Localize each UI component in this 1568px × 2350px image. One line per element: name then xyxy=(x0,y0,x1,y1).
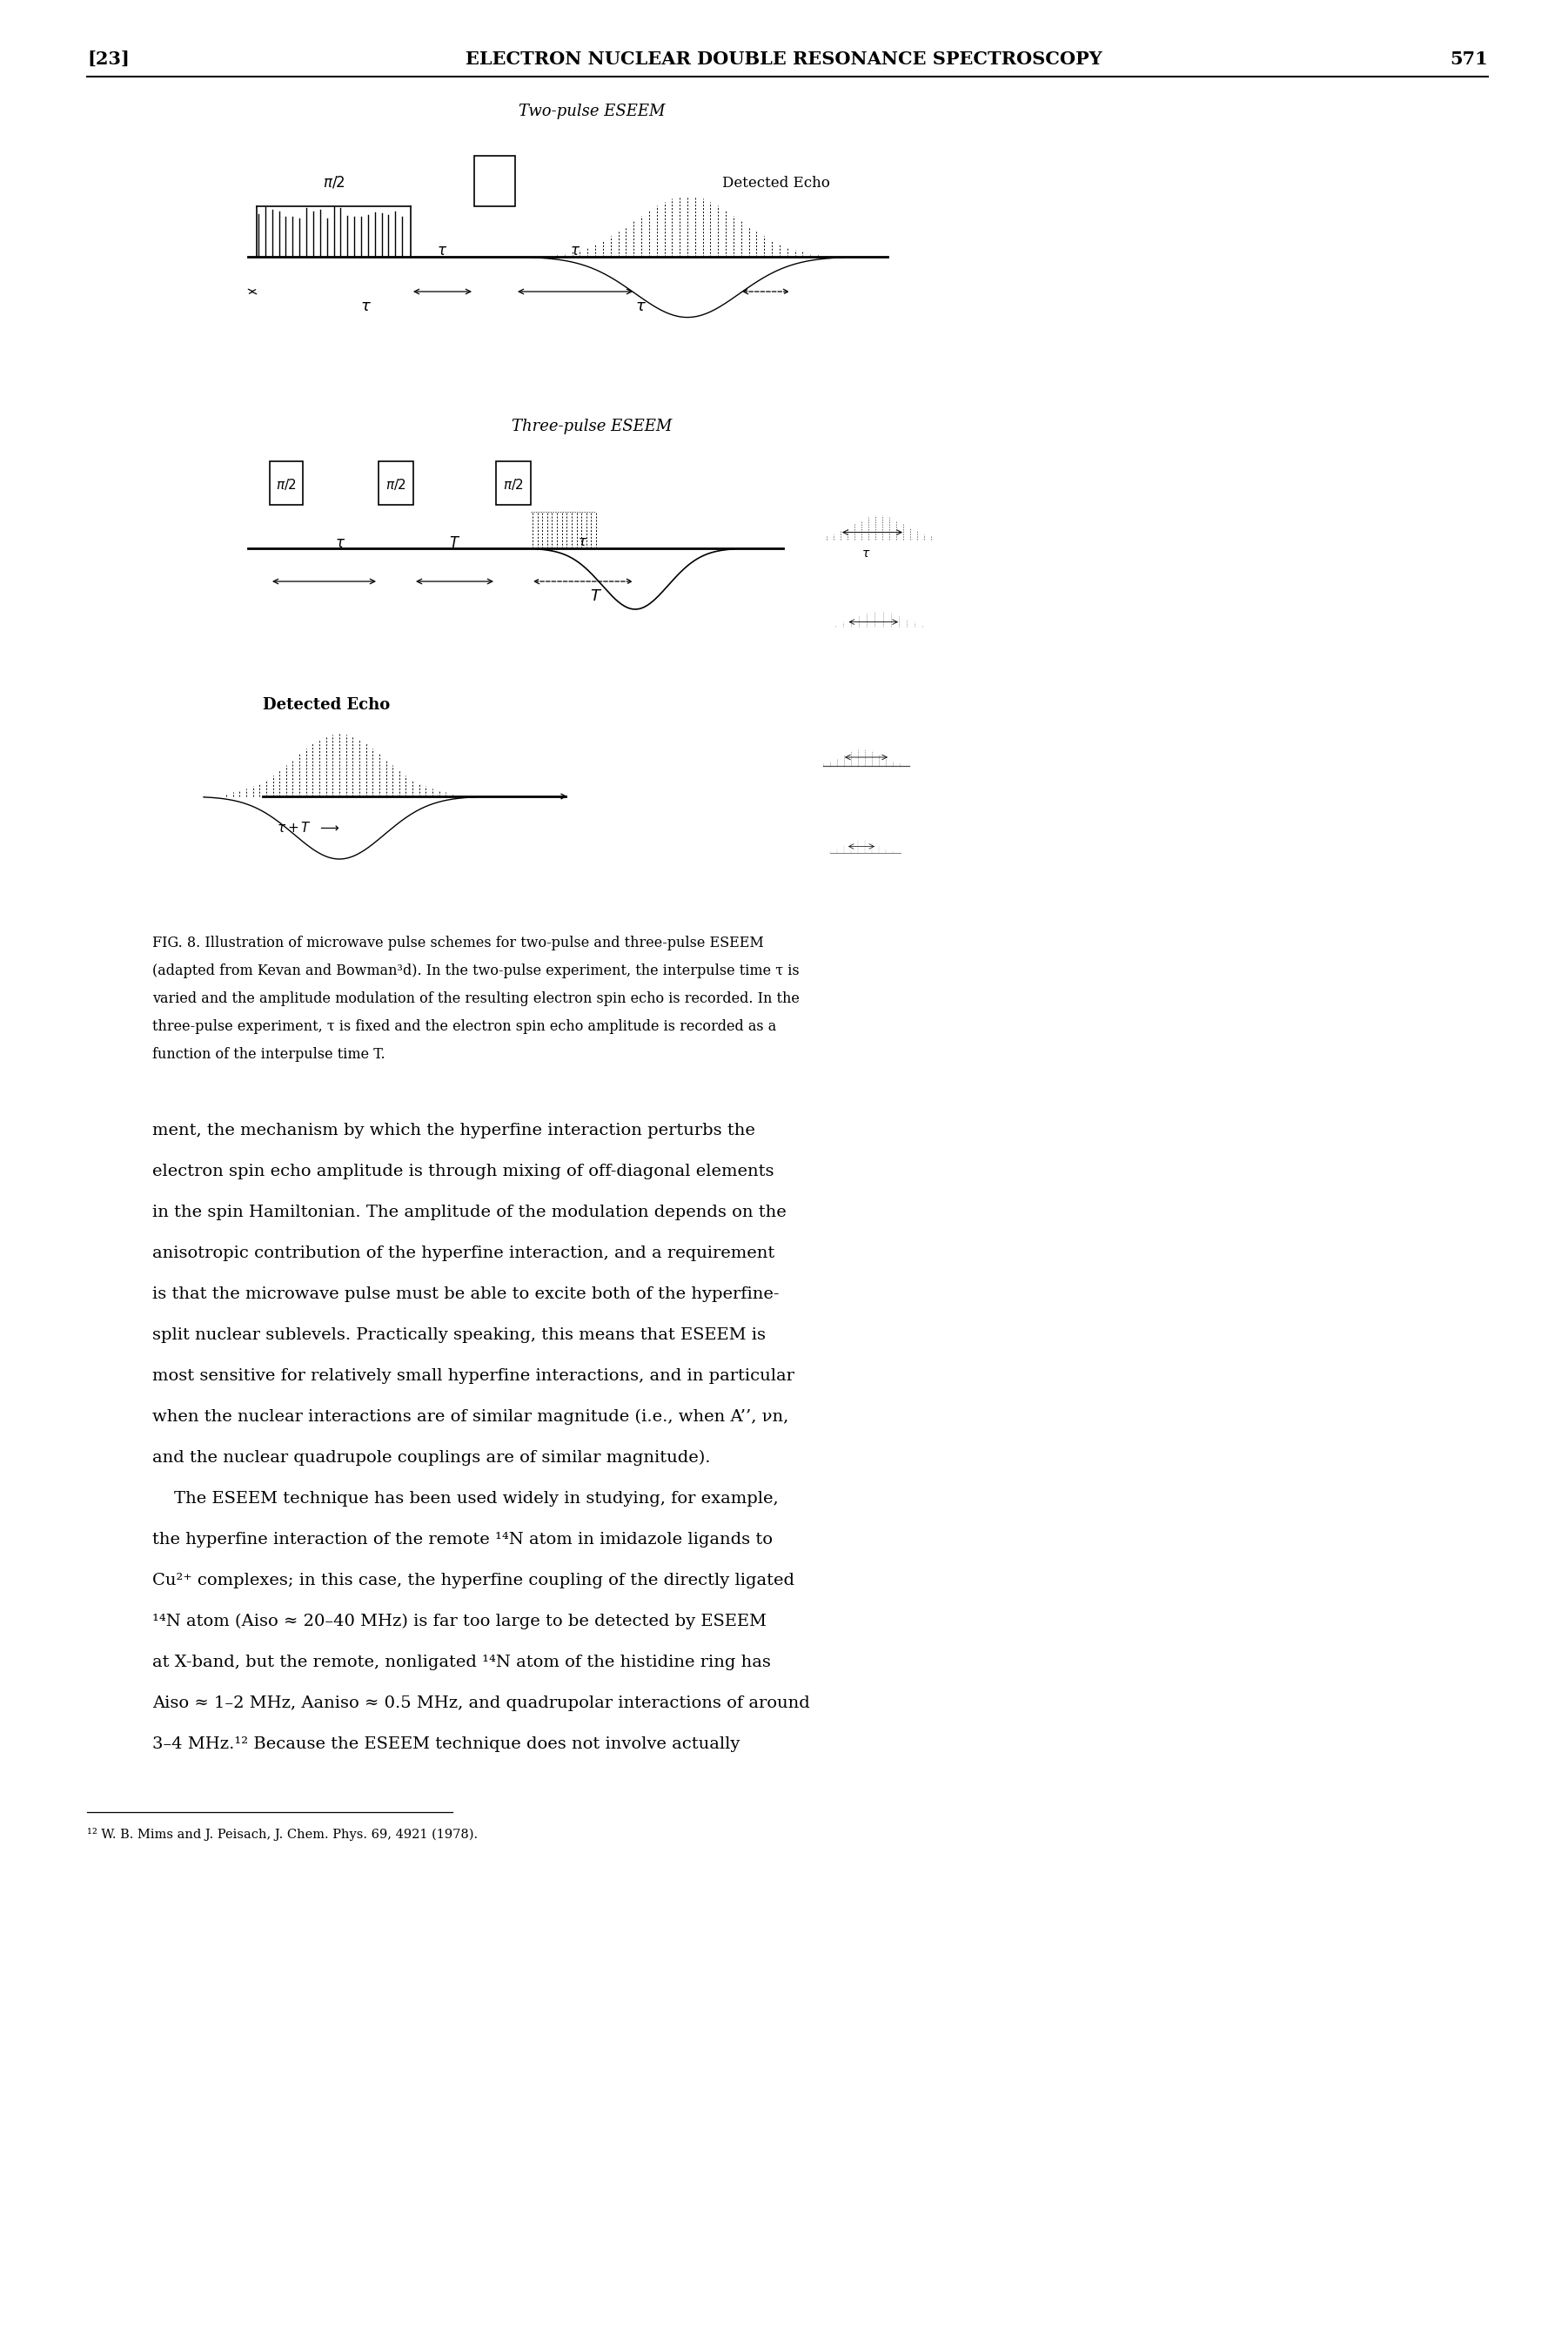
Text: 3–4 MHz.¹² Because the ESEEM technique does not involve actually: 3–4 MHz.¹² Because the ESEEM technique d… xyxy=(152,1737,740,1753)
Text: $\tau$: $\tau$ xyxy=(359,298,372,315)
Text: the hyperfine interaction of the remote ¹⁴N atom in imidazole ligands to: the hyperfine interaction of the remote … xyxy=(152,1532,773,1549)
Text: $\pi/2$: $\pi/2$ xyxy=(503,477,524,491)
Text: ment, the mechanism by which the hyperfine interaction perturbs the: ment, the mechanism by which the hyperfi… xyxy=(152,1123,756,1137)
Text: $T$: $T$ xyxy=(590,588,602,604)
Text: Cu²⁺ complexes; in this case, the hyperfine coupling of the directly ligated: Cu²⁺ complexes; in this case, the hyperf… xyxy=(152,1572,795,1589)
Text: varied and the amplitude modulation of the resulting electron spin echo is recor: varied and the amplitude modulation of t… xyxy=(152,992,800,1006)
Text: ¹² W. B. Mims and J. Peisach, J. Chem. Phys. 69, 4921 (1978).: ¹² W. B. Mims and J. Peisach, J. Chem. P… xyxy=(86,1828,478,1840)
Text: in the spin Hamiltonian. The amplitude of the modulation depends on the: in the spin Hamiltonian. The amplitude o… xyxy=(152,1206,787,1220)
Bar xyxy=(474,155,516,207)
Text: 571: 571 xyxy=(1450,49,1488,68)
Text: $\tau$: $\tau$ xyxy=(579,536,588,548)
Text: electron spin echo amplitude is through mixing of off-diagonal elements: electron spin echo amplitude is through … xyxy=(152,1163,775,1180)
Text: three-pulse experiment, τ is fixed and the electron spin echo amplitude is recor: three-pulse experiment, τ is fixed and t… xyxy=(152,1020,776,1034)
Bar xyxy=(270,461,303,505)
Text: $\pi/2$: $\pi/2$ xyxy=(386,477,406,491)
Text: when the nuclear interactions are of similar magnitude (i.e., when A’’, νn,: when the nuclear interactions are of sim… xyxy=(152,1410,789,1424)
Text: $\pi$: $\pi$ xyxy=(489,176,500,190)
Text: is that the microwave pulse must be able to excite both of the hyperfine-: is that the microwave pulse must be able… xyxy=(152,1285,779,1302)
Text: The ESEEM technique has been used widely in studying, for example,: The ESEEM technique has been used widely… xyxy=(152,1490,778,1506)
Text: $\tau$: $\tau$ xyxy=(635,298,646,315)
Text: Detected Echo: Detected Echo xyxy=(723,176,829,190)
Text: Three-pulse ESEEM: Three-pulse ESEEM xyxy=(511,418,671,435)
Text: at X-band, but the remote, nonligated ¹⁴N atom of the histidine ring has: at X-band, but the remote, nonligated ¹⁴… xyxy=(152,1654,771,1671)
Text: Aiso ≈ 1–2 MHz, Aaniso ≈ 0.5 MHz, and quadrupolar interactions of around: Aiso ≈ 1–2 MHz, Aaniso ≈ 0.5 MHz, and qu… xyxy=(152,1694,811,1711)
Text: $\pi/2$: $\pi/2$ xyxy=(323,174,345,190)
Text: $T$: $T$ xyxy=(448,536,461,550)
Bar xyxy=(378,461,414,505)
Text: anisotropic contribution of the hyperfine interaction, and a requirement: anisotropic contribution of the hyperfin… xyxy=(152,1246,775,1262)
Text: $\pi/2$: $\pi/2$ xyxy=(276,477,296,491)
Text: $\tau$: $\tau$ xyxy=(336,536,347,550)
Text: Detected Echo: Detected Echo xyxy=(263,698,390,712)
Bar xyxy=(495,461,532,505)
Text: $\tau$: $\tau$ xyxy=(861,548,870,559)
Text: ELECTRON NUCLEAR DOUBLE RESONANCE SPECTROSCOPY: ELECTRON NUCLEAR DOUBLE RESONANCE SPECTR… xyxy=(466,49,1102,68)
Text: ¹⁴N atom (Aiso ≈ 20–40 MHz) is far too large to be detected by ESEEM: ¹⁴N atom (Aiso ≈ 20–40 MHz) is far too l… xyxy=(152,1614,767,1629)
Text: Two-pulse ESEEM: Two-pulse ESEEM xyxy=(519,103,665,120)
Text: (adapted from Kevan and Bowman³d). In the two-pulse experiment, the interpulse t: (adapted from Kevan and Bowman³d). In th… xyxy=(152,964,800,978)
Text: $\tau$: $\tau$ xyxy=(437,244,448,258)
Text: function of the interpulse time T.: function of the interpulse time T. xyxy=(152,1048,386,1062)
Text: $\tau$: $\tau$ xyxy=(569,244,580,258)
Text: most sensitive for relatively small hyperfine interactions, and in particular: most sensitive for relatively small hype… xyxy=(152,1368,795,1384)
Text: [23]: [23] xyxy=(86,49,130,68)
Text: FIG. 8. Illustration of microwave pulse schemes for two-pulse and three-pulse ES: FIG. 8. Illustration of microwave pulse … xyxy=(152,935,764,949)
Text: split nuclear sublevels. Practically speaking, this means that ESEEM is: split nuclear sublevels. Practically spe… xyxy=(152,1328,765,1342)
Text: and the nuclear quadrupole couplings are of similar magnitude).: and the nuclear quadrupole couplings are… xyxy=(152,1450,710,1466)
Text: $\tau + T$  $\longrightarrow$: $\tau + T$ $\longrightarrow$ xyxy=(276,820,340,834)
